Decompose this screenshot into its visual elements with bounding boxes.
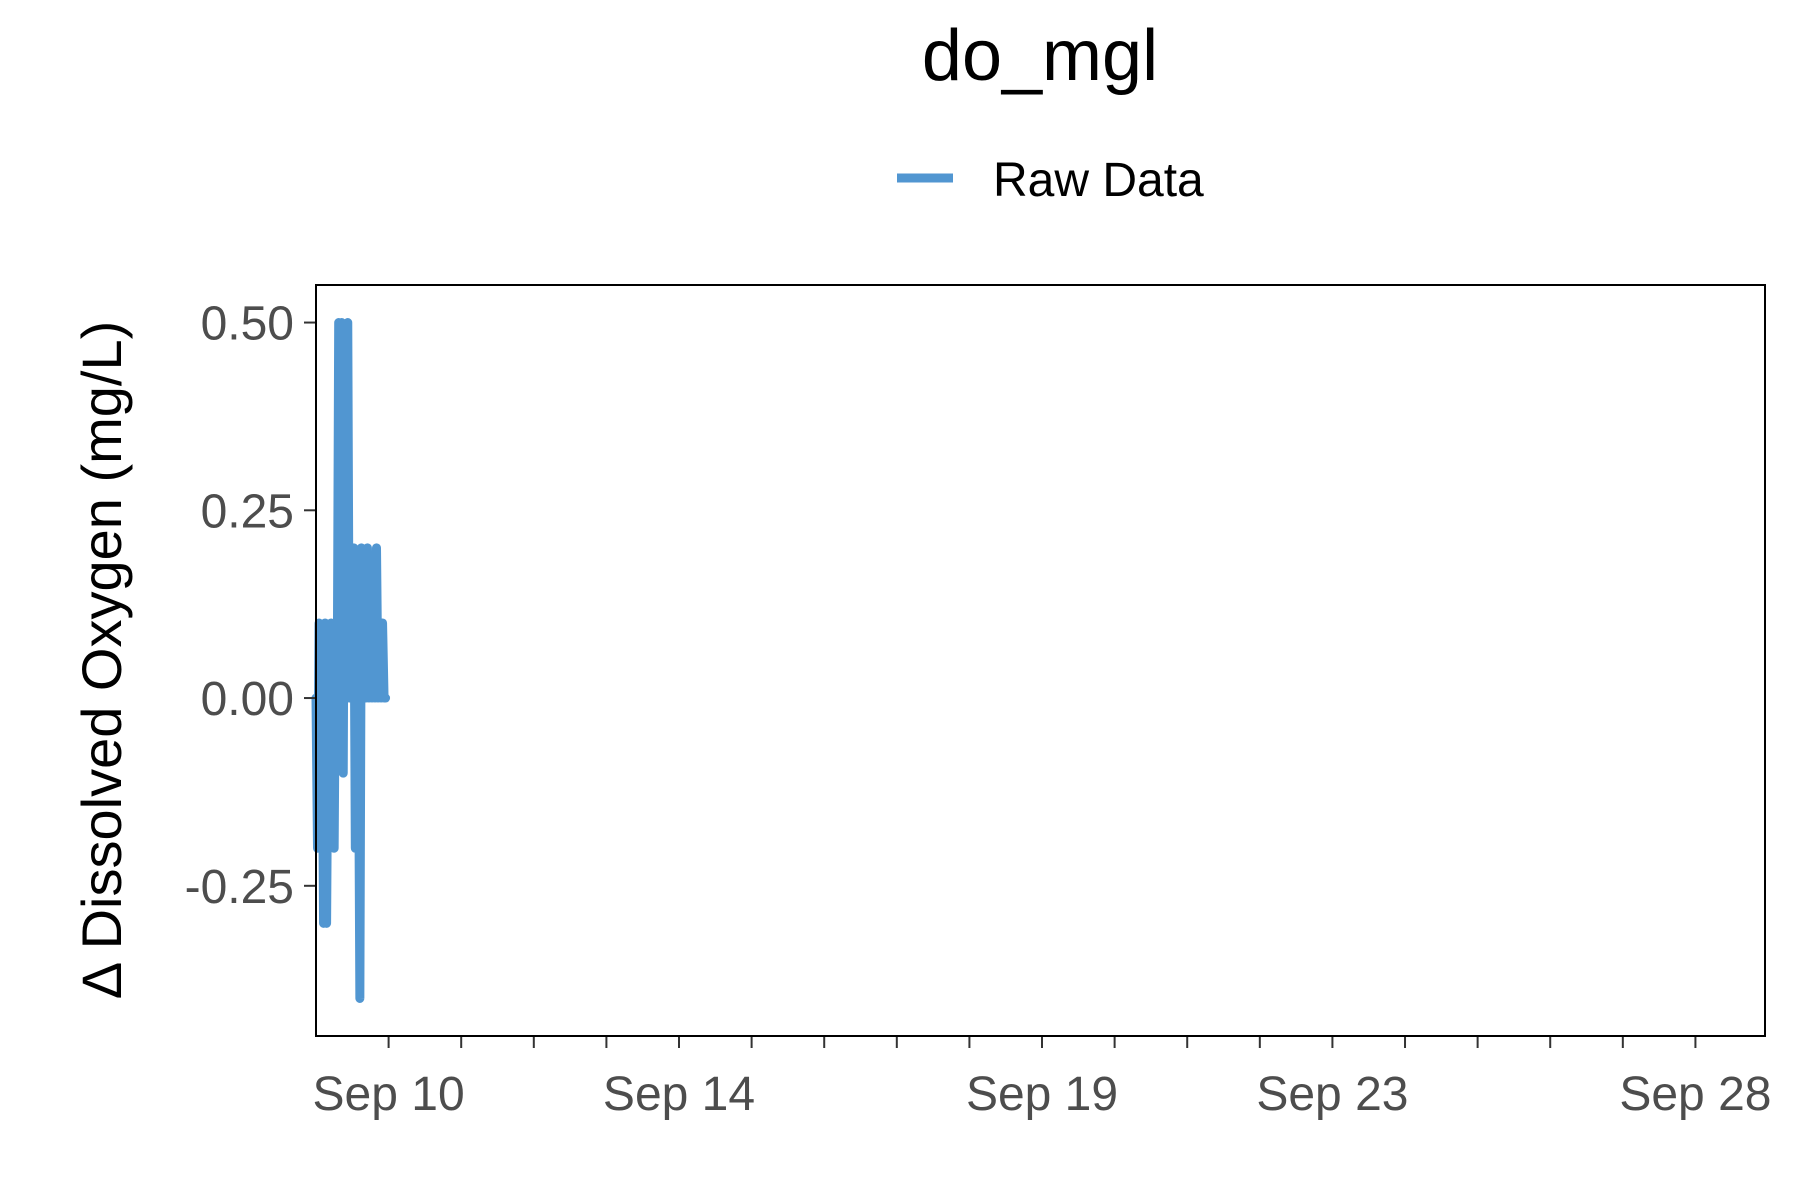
plot-panel-border: [315, 284, 1766, 1037]
chart-title: do_mgl: [922, 16, 1158, 96]
series-line-raw-data: [311, 318, 391, 1003]
x-tick-label: Sep 14: [603, 1068, 755, 1121]
x-tick-label: Sep 19: [966, 1068, 1118, 1121]
y-tick-label: 0.50: [201, 298, 294, 351]
y-axis-label: Δ Dissolved Oxygen (mg/L): [70, 321, 133, 1000]
y-tick-label: -0.25: [185, 861, 294, 914]
y-tick-label: 0.00: [201, 673, 294, 726]
legend: Raw Data: [897, 154, 1204, 207]
x-tick-label: Sep 23: [1256, 1068, 1408, 1121]
legend-label-raw-data: Raw Data: [993, 154, 1204, 207]
x-tick-label: Sep 10: [313, 1068, 465, 1121]
series-layer: [311, 318, 391, 1003]
y-axis-ticks: -0.25 0.00 0.25 0.50: [185, 298, 316, 914]
y-tick-label: 0.25: [201, 485, 294, 538]
x-axis-ticks: Sep 10 Sep 14 Sep 19 Sep 23 Sep 28: [313, 1036, 1771, 1121]
x-tick-label: Sep 28: [1619, 1068, 1771, 1121]
